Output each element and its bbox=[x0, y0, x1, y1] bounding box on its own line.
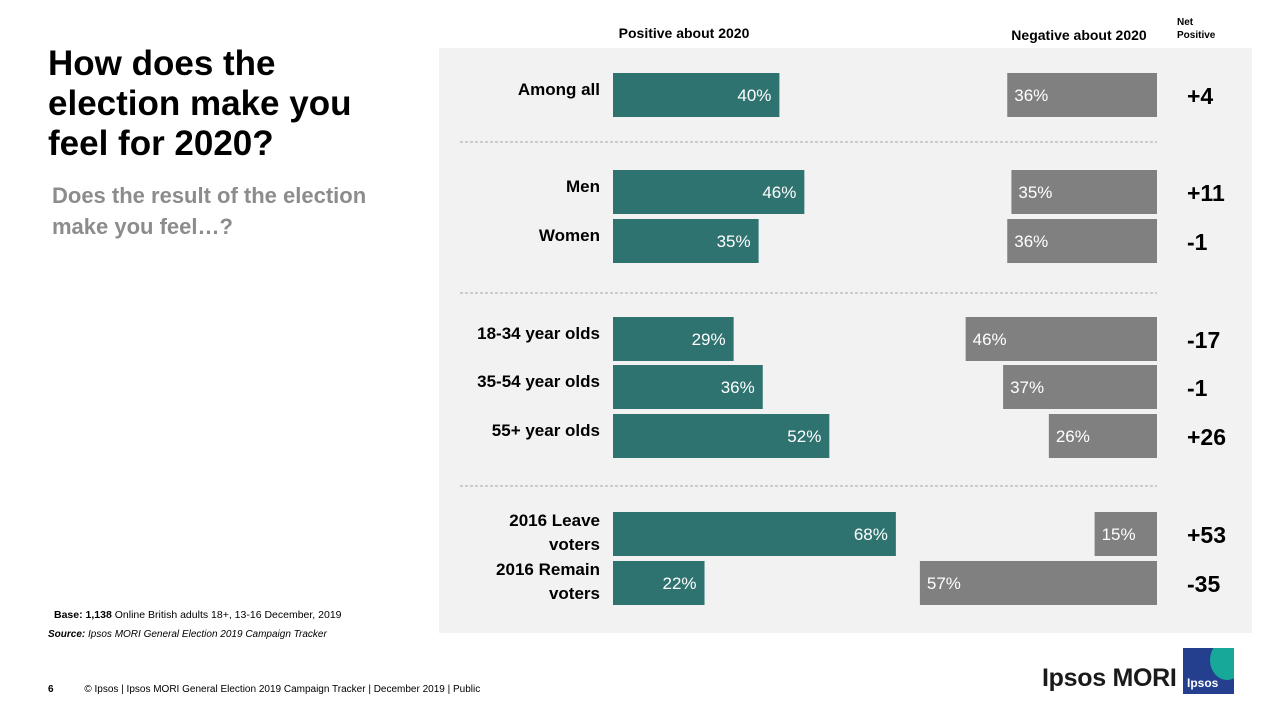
positive-bar-35-54-year-olds bbox=[613, 365, 763, 409]
net-positive-value-among-all: +4 bbox=[1187, 83, 1213, 109]
negative-bar-2016-remain-voters bbox=[919, 561, 1157, 605]
category-label-men: Men bbox=[566, 177, 600, 196]
category-label-among-all: Among all bbox=[518, 80, 600, 99]
net-positive-value-35-54-year-olds: -1 bbox=[1187, 375, 1208, 401]
net-positive-value-men: +11 bbox=[1187, 180, 1225, 206]
positive-value-label-35-54-year-olds: 36% bbox=[721, 378, 755, 397]
positive-bar-55-year-olds bbox=[613, 414, 830, 458]
net-column-header: Net Positive bbox=[1177, 17, 1216, 41]
negative-bar-18-34-year-olds bbox=[965, 317, 1157, 361]
logo-badge-text: Ipsos bbox=[1187, 676, 1219, 690]
net-positive-value-women: -1 bbox=[1187, 229, 1208, 255]
negative-bar-women bbox=[1007, 219, 1157, 263]
positive-bar-men bbox=[613, 170, 805, 214]
ipsos-logo-icon: Ipsos bbox=[1183, 648, 1234, 694]
net-header-line-1: Net bbox=[1177, 17, 1194, 28]
net-positive-value-2016-leave-voters: +53 bbox=[1187, 522, 1226, 548]
positive-bar-women bbox=[613, 219, 759, 263]
negative-value-label-55-year-olds: 26% bbox=[1056, 427, 1090, 446]
positive-value-label-women: 35% bbox=[717, 232, 751, 251]
page-title: How does the election make you feel for … bbox=[48, 44, 352, 163]
source-note: Source: Ipsos MORI General Election 2019… bbox=[48, 629, 327, 640]
category-label-18-34-year-olds: 18-34 year olds bbox=[477, 324, 600, 343]
positive-bar-2016-remain-voters bbox=[613, 561, 705, 605]
negative-value-label-35-54-year-olds: 37% bbox=[1010, 378, 1044, 397]
positive-value-label-men: 46% bbox=[762, 183, 796, 202]
source-text: Ipsos MORI General Election 2019 Campaig… bbox=[88, 629, 327, 640]
chart-rows: Among all 40% 36% +4 Men 46% 35% +11 Women 35% 36%… bbox=[460, 73, 1226, 605]
negative-bar-55-year-olds bbox=[1048, 414, 1157, 458]
base-note: Base: 1,138 Online British adults 18+, 1… bbox=[54, 609, 342, 621]
category-label-2016-leave-voters: 2016 Leave voters bbox=[509, 511, 600, 554]
negative-value-label-2016-leave-voters: 15% bbox=[1102, 525, 1136, 544]
negative-value-label-men: 35% bbox=[1018, 183, 1052, 202]
negative-bar-35-54-year-olds bbox=[1003, 365, 1157, 409]
net-positive-value-2016-remain-voters: -35 bbox=[1187, 571, 1220, 597]
category-label-35-54-year-olds: 35-54 year olds bbox=[477, 372, 600, 391]
positive-value-label-55-year-olds: 52% bbox=[787, 427, 821, 446]
negative-value-label-among-all: 36% bbox=[1014, 86, 1048, 105]
base-text: Online British adults 18+, 13-16 Decembe… bbox=[114, 609, 342, 621]
category-label-line: voters bbox=[549, 535, 600, 554]
negative-value-label-2016-remain-voters: 57% bbox=[927, 574, 961, 593]
category-label-2016-remain-voters: 2016 Remain voters bbox=[496, 560, 600, 603]
base-count: 1,138 bbox=[85, 609, 112, 621]
positive-bar-2016-leave-voters bbox=[613, 512, 896, 556]
category-label-line: voters bbox=[549, 584, 600, 603]
source-label: Source: bbox=[48, 629, 86, 640]
base-label: Base: bbox=[54, 609, 83, 621]
negative-bar-men bbox=[1011, 170, 1157, 214]
category-label-women: Women bbox=[539, 226, 600, 245]
negative-value-label-18-34-year-olds: 46% bbox=[973, 330, 1007, 349]
net-positive-value-18-34-year-olds: -17 bbox=[1187, 327, 1220, 353]
negative-bar-among-all bbox=[1007, 73, 1157, 117]
negative-bar-2016-leave-voters bbox=[1094, 512, 1157, 556]
net-positive-value-55-year-olds: +26 bbox=[1187, 424, 1226, 450]
category-label-line: 2016 Leave bbox=[509, 511, 600, 530]
positive-bar-among-all bbox=[613, 73, 780, 117]
page-subtitle: Does the result of the election make you… bbox=[52, 183, 367, 239]
positive-bar-18-34-year-olds bbox=[613, 317, 734, 361]
positive-value-label-2016-leave-voters: 68% bbox=[854, 525, 888, 544]
footer: 6 © Ipsos | Ipsos MORI General Election … bbox=[48, 684, 480, 695]
positive-value-label-18-34-year-olds: 29% bbox=[692, 330, 726, 349]
positive-value-label-among-all: 40% bbox=[737, 86, 771, 105]
negative-column-header: Negative about 2020 bbox=[1011, 27, 1147, 43]
negative-value-label-women: 36% bbox=[1014, 232, 1048, 251]
footer-text: © Ipsos | Ipsos MORI General Election 20… bbox=[84, 684, 481, 695]
category-label-55-year-olds: 55+ year olds bbox=[492, 421, 600, 440]
positive-value-label-2016-remain-voters: 22% bbox=[662, 574, 696, 593]
positive-column-header: Positive about 2020 bbox=[619, 25, 750, 41]
ipsos-mori-logo-text: Ipsos MORI bbox=[1042, 664, 1177, 692]
page-number: 6 bbox=[48, 684, 54, 695]
net-header-line-2: Positive bbox=[1177, 30, 1216, 41]
category-label-line: 2016 Remain bbox=[496, 560, 600, 579]
